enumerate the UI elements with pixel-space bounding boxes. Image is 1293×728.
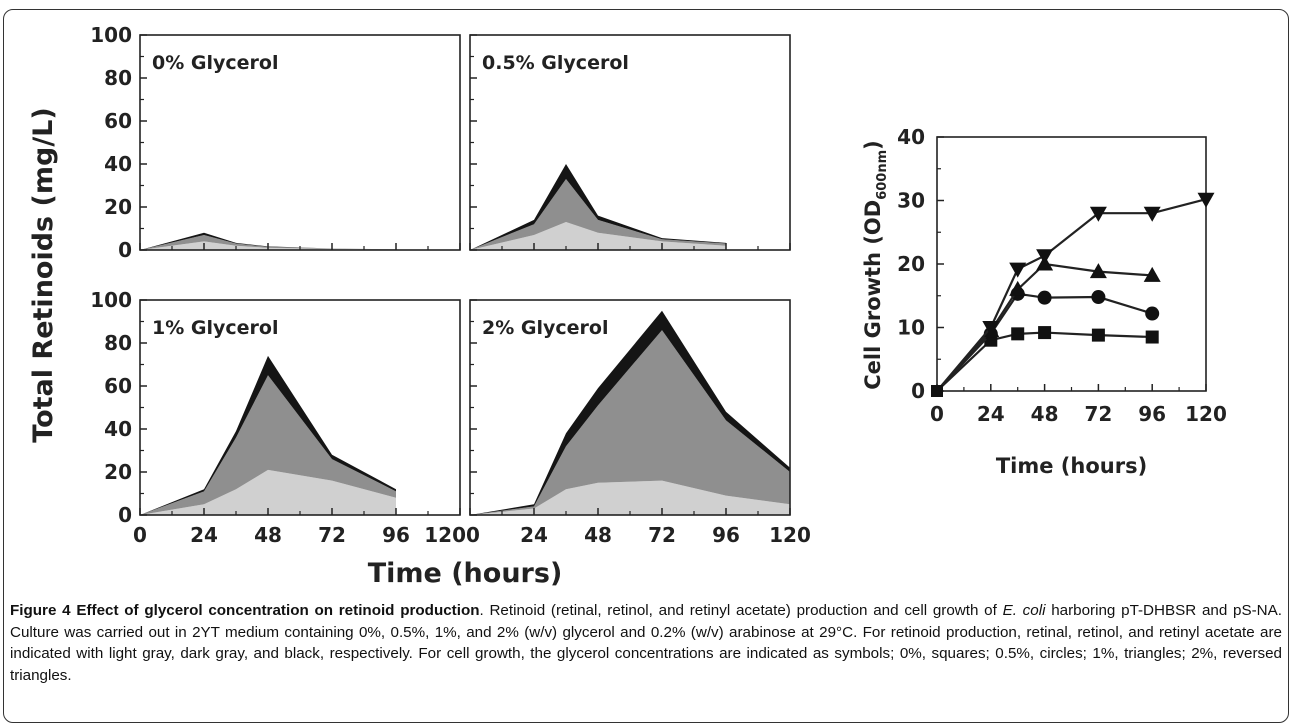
area-layer-2 [470, 330, 790, 515]
x-tick-label: 48 [584, 523, 612, 547]
square-marker [1091, 328, 1105, 342]
x-tick-label: 0 [930, 402, 944, 426]
reversed-triangle-marker [1036, 249, 1054, 265]
series-circle [936, 286, 1160, 392]
area-layer-3 [470, 310, 790, 515]
triangle-marker [1143, 266, 1161, 282]
y-tick-label: 30 [897, 189, 925, 213]
x-tick-label: 48 [254, 523, 282, 547]
reversed-triangle-marker [982, 321, 1000, 336]
y-tick-label: 100 [90, 23, 132, 47]
figure-frame [3, 9, 1289, 723]
area-panel-4: 0 24 48 72 96 120 2% Glycerol [466, 299, 811, 547]
series-line [936, 331, 1153, 392]
x-tick-label: 0 [466, 523, 480, 547]
y-tick-label: 40 [104, 152, 132, 176]
y-tick-label: 20 [104, 460, 132, 484]
x-tick-label: 72 [1084, 402, 1112, 426]
reversed-triangle-marker [1009, 262, 1027, 278]
circle-marker [1037, 290, 1052, 305]
series-line [936, 198, 1207, 392]
origin-marker [931, 385, 943, 397]
caption-title: Figure 4 Effect of glycerol concentratio… [10, 602, 480, 619]
x-tick-label: 120 [424, 523, 466, 547]
retinoid-area-chart: 0 20 40 60 80 100 0% Glycerol 0.5% Glycerol 0 20 4… [28, 23, 811, 589]
y-tick-label: 0 [911, 379, 925, 403]
area-panel-2: 0.5% Glycerol [469, 34, 791, 251]
y-tick-label: 80 [104, 331, 132, 355]
area-panel-1: 0 20 40 60 80 100 0% Glycerol [90, 23, 461, 262]
square-marker [1038, 326, 1052, 340]
panel-title: 0% Glycerol [152, 52, 278, 74]
series-reversed-triangle [936, 192, 1215, 392]
y-tick-label: 40 [897, 125, 925, 149]
y-axis-label: Total Retinoids (mg/L) [28, 107, 59, 442]
cell-growth-line-chart: 0 24 48 72 96 120 0 10 20 30 40 Time (hours) Cell Gr… [861, 125, 1227, 478]
square-marker [1011, 327, 1025, 341]
y-tick-label: 20 [104, 195, 132, 219]
x-tick-label: 120 [1185, 402, 1227, 426]
area-layer-3 [470, 164, 726, 250]
area-layer-2 [140, 375, 396, 515]
figure-caption: Figure 4 Effect of glycerol concentratio… [10, 600, 1282, 686]
series-line [936, 292, 1153, 392]
square-marker [1145, 330, 1159, 344]
x-tick-label: 24 [977, 402, 1005, 426]
area-layer-1 [140, 469, 396, 515]
x-tick-label: 0 [133, 523, 147, 547]
caption-italic: E. coli [1002, 602, 1046, 619]
x-tick-label: 96 [1138, 402, 1166, 426]
y-tick-label: 80 [104, 66, 132, 90]
circle-marker [1145, 306, 1160, 321]
x-axis-label: Time (hours) [368, 558, 563, 589]
x-tick-label: 48 [1031, 402, 1059, 426]
triangle-marker [1009, 280, 1027, 296]
x-tick-label: 96 [712, 523, 740, 547]
y-tick-label: 20 [897, 252, 925, 276]
x-tick-label: 24 [190, 523, 218, 547]
x-tick-label: 96 [382, 523, 410, 547]
x-tick-label: 120 [769, 523, 811, 547]
y-tick-label: 10 [897, 316, 925, 340]
x-tick-label: 72 [648, 523, 676, 547]
triangle-marker [1089, 263, 1107, 279]
panel-title: 2% Glycerol [482, 317, 608, 339]
x-tick-label: 72 [318, 523, 346, 547]
y-axis-label: Cell Growth (OD600nm) [861, 140, 890, 390]
x-tick-label: 24 [520, 523, 548, 547]
y-tick-label: 0 [118, 503, 132, 527]
circle-marker [1091, 290, 1106, 305]
y-tick-label: 40 [104, 417, 132, 441]
panel-title: 1% Glycerol [152, 317, 278, 339]
y-tick-label: 0 [118, 238, 132, 262]
caption-text-1: . Retinoid (retinal, retinol, and retiny… [479, 602, 1003, 619]
area-layer-1 [470, 480, 790, 515]
y-tick-label: 60 [104, 109, 132, 133]
panel-title: 0.5% Glycerol [482, 52, 629, 74]
area-layer-2 [470, 179, 726, 250]
y-tick-label: 60 [104, 374, 132, 398]
area-layer-2 [140, 234, 396, 250]
reversed-triangle-marker [1089, 206, 1107, 222]
caption-text-2: harboring pT-DHBSR and pS-NA. Culture wa… [10, 602, 1282, 684]
series-triangle [936, 255, 1161, 392]
y-tick-label: 100 [90, 288, 132, 312]
area-panel-3: 0 20 40 60 80 100 0 24 48 72 96 120 1% Glycerol [90, 288, 466, 547]
series-line [936, 262, 1153, 392]
series-square [936, 326, 1159, 392]
x-axis-label: Time (hours) [996, 454, 1147, 478]
reversed-triangle-marker [1143, 206, 1161, 222]
reversed-triangle-marker [1197, 192, 1215, 208]
